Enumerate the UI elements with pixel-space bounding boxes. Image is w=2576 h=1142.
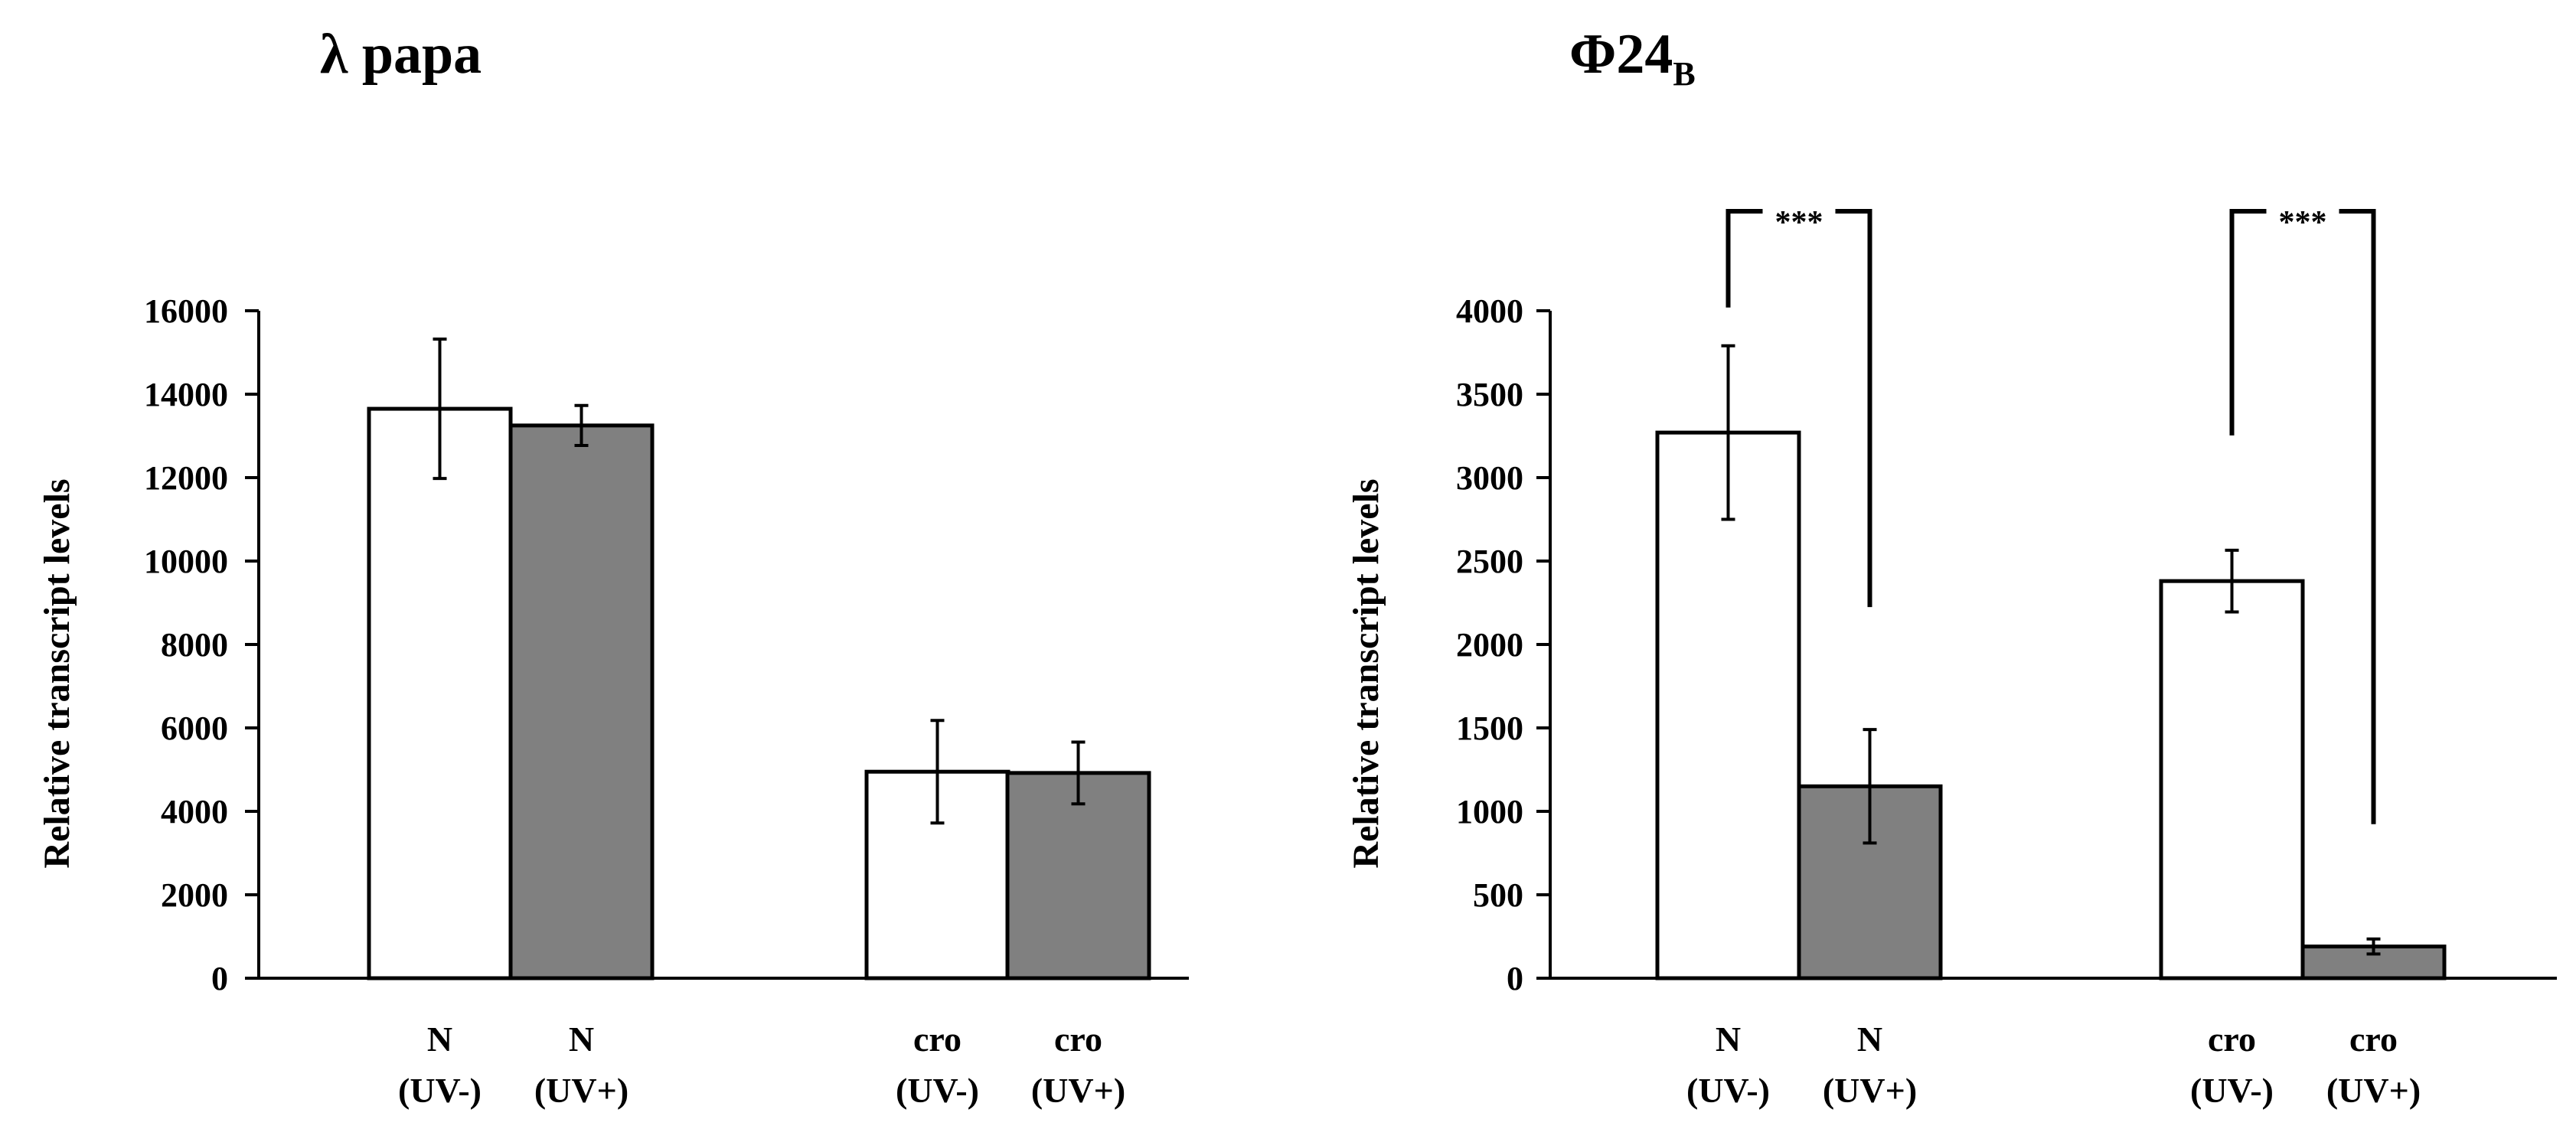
left-category-label-bottom: (UV-) (896, 1071, 979, 1110)
right-category-label-top: cro (2349, 1020, 2398, 1059)
right-bar (1655, 430, 1801, 980)
right-y-tick-label: 3000 (1456, 459, 1523, 497)
right-chart-title-subscript: B (1673, 55, 1695, 93)
right-y-tick-label: 2500 (1456, 543, 1523, 580)
right-y-tick-label: 1500 (1456, 710, 1523, 747)
left-bar (508, 423, 655, 980)
left-y-tick-label: 12000 (144, 459, 228, 497)
right-y-tick-label: 500 (1473, 876, 1523, 914)
right-chart-title-main: Φ24 (1569, 23, 1673, 86)
right-y-tick-label: 2000 (1456, 626, 1523, 664)
left-category-label-bottom: (UV+) (534, 1071, 628, 1110)
left-category-label-top: N (569, 1020, 594, 1059)
left-y-tick-label: 14000 (144, 376, 228, 413)
right-category-label-bottom: (UV-) (2190, 1071, 2274, 1110)
right-y-axis-label: Relative transcript levels (1346, 478, 1386, 868)
right-chart-panel: Φ24B Relative transcript levels 0 500 1000… (1346, 23, 2557, 1110)
right-significance-bracket (2229, 209, 2376, 824)
right-y-tick-label: 3500 (1456, 376, 1523, 413)
right-category-label-bottom: (UV+) (1823, 1071, 1917, 1110)
left-y-tick-label: 16000 (144, 292, 228, 330)
right-chart-title: Φ24B (1569, 23, 1696, 93)
left-y-tick-label: 0 (211, 960, 228, 997)
right-y-tick-label: 1000 (1456, 793, 1523, 830)
right-significance-label: *** (1775, 205, 1823, 240)
left-category-label-top: N (427, 1020, 452, 1059)
left-chart-panel: λ papa Relative transcript levels 0 2000 4… (37, 23, 1189, 1110)
left-category-label-top: cro (913, 1020, 962, 1059)
right-category-label-top: N (1857, 1020, 1882, 1059)
left-y-tick-label: 2000 (161, 876, 228, 914)
right-y-tick-label: 4000 (1456, 292, 1523, 330)
left-y-tick-label: 10000 (144, 543, 228, 580)
right-y-tick-label: 0 (1507, 960, 1523, 997)
left-bar (367, 406, 513, 980)
right-bar (2159, 579, 2305, 980)
left-y-axis-label: Relative transcript levels (37, 478, 77, 868)
right-significance-label: *** (2279, 205, 2327, 240)
left-y-tick-label: 8000 (161, 626, 228, 664)
left-y-tick-label: 6000 (161, 710, 228, 747)
left-bar (1005, 771, 1151, 980)
left-y-tick-label: 4000 (161, 793, 228, 830)
left-category-label-bottom: (UV-) (398, 1071, 482, 1110)
right-significance-bracket (1725, 209, 1872, 608)
left-category-label-top: cro (1054, 1020, 1102, 1059)
left-category-label-bottom: (UV+) (1031, 1071, 1125, 1110)
right-category-label-bottom: (UV-) (1686, 1071, 1770, 1110)
right-category-label-top: N (1716, 1020, 1741, 1059)
right-category-label-bottom: (UV+) (2326, 1071, 2421, 1110)
right-category-label-top: cro (2208, 1020, 2256, 1059)
left-chart-title: λ papa (320, 23, 482, 86)
